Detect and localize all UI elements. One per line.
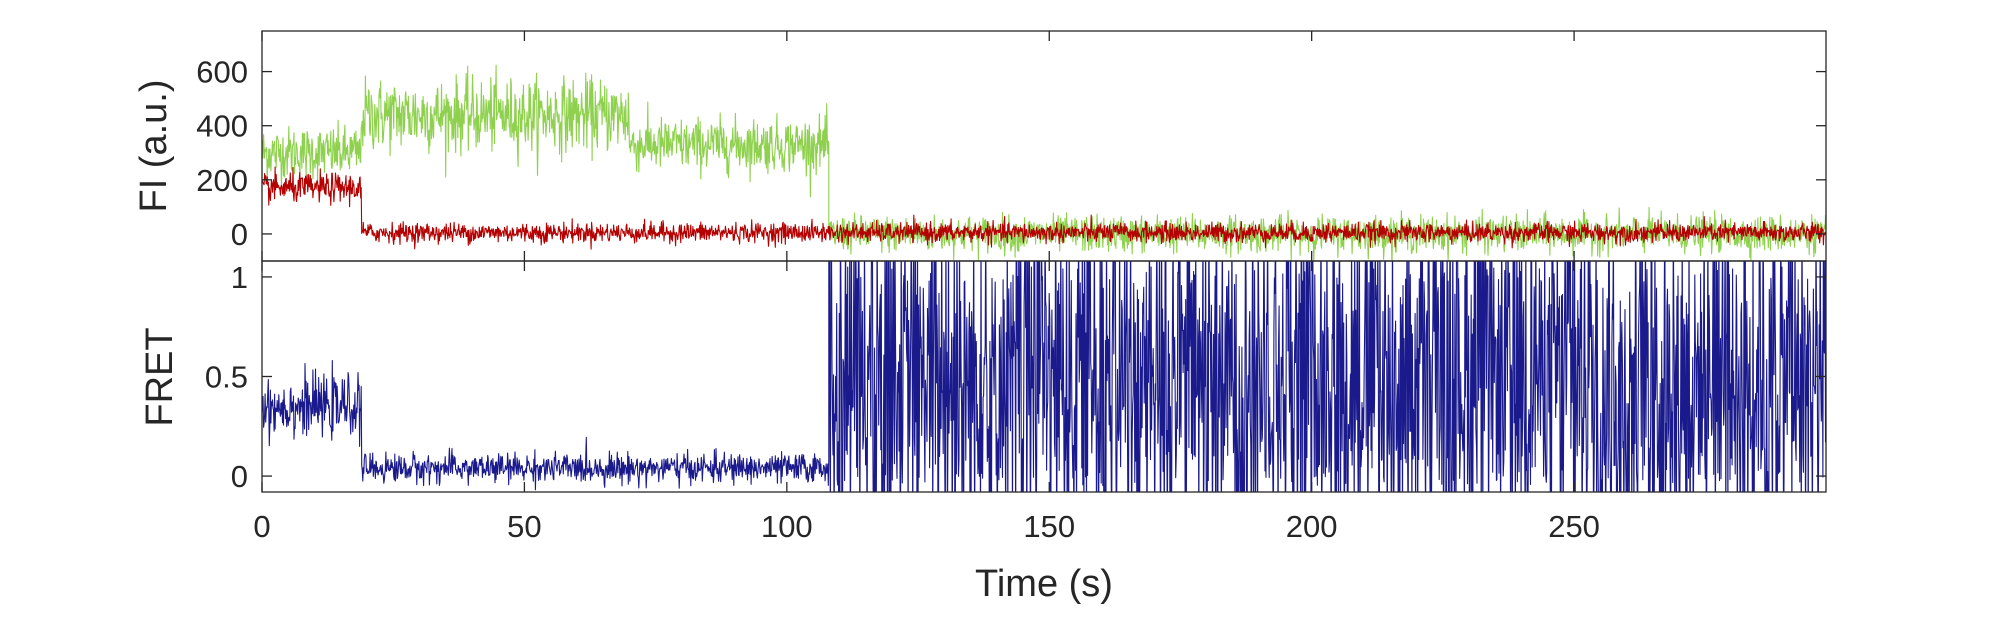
fluorescence-series-1-line (262, 166, 1826, 250)
fret-traces (262, 261, 1826, 492)
time-x-tick-label-0: 0 (253, 509, 270, 544)
time-x-tick-label-1: 50 (507, 509, 541, 544)
fluorescence-y-tick-labels: 0 200 400 600 (196, 55, 248, 252)
time-x-tick-label-4: 200 (1286, 509, 1338, 544)
time-x-tick-label-3: 150 (1023, 509, 1075, 544)
fluorescence-panel: 0 200 400 600 FI (a.u.) (133, 30, 1827, 262)
fluorescence-ticks (261, 31, 1826, 261)
fret-ticks (261, 261, 1826, 492)
time-x-tick-label-5: 250 (1548, 509, 1600, 544)
fluorescence-traces (262, 64, 1826, 261)
fluorescence-y-axis-label: FI (a.u.) (133, 79, 175, 212)
time-x-axis-label: Time (s) (975, 563, 1113, 605)
fret-y-tick-label-0: 0 (231, 459, 248, 494)
fret-y-tick-label-2: 1 (231, 260, 248, 295)
fret-series-0-line (262, 261, 1826, 492)
fluorescence-y-tick-label-2: 400 (196, 109, 248, 144)
fret-y-tick-labels: 00.51 (205, 260, 248, 494)
fluorescence-y-tick-label-0: 0 (231, 217, 248, 252)
fluorescence-series-0-line (262, 64, 1826, 261)
fret-y-tick-label-1: 0.5 (205, 360, 248, 395)
time-x-tick-labels: 0 50 100 150 200 250 (253, 509, 1600, 544)
fret-panel: 00.51 0 50 100 150 200 250 FRET Time (s) (139, 260, 1827, 605)
fret-y-axis-label: FRET (139, 327, 181, 426)
time-x-tick-label-2: 100 (761, 509, 813, 544)
fluorescence-y-tick-label-3: 600 (196, 55, 248, 90)
fluorescence-y-tick-label-1: 200 (196, 163, 248, 198)
